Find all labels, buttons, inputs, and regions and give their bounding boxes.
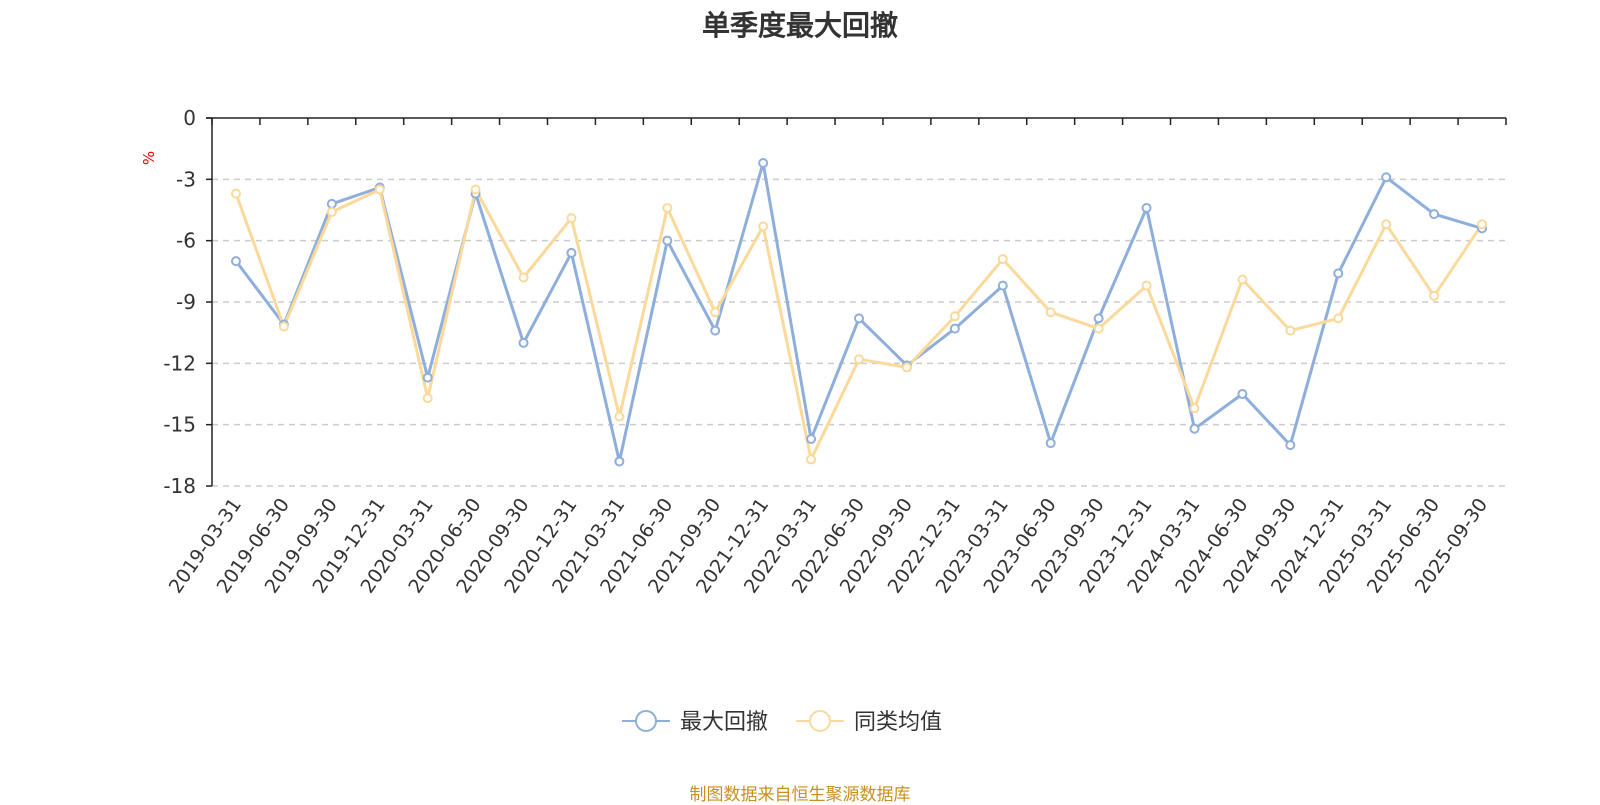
legend[interactable]: 最大回撤 同类均值 [622, 710, 942, 735]
data-point-series-2 [1381, 219, 1392, 230]
y-tick-label: 0 [183, 106, 196, 130]
legend-item-2[interactable]: 同类均值 [796, 710, 942, 735]
data-point-series-2 [518, 272, 529, 283]
data-point-series-1 [230, 256, 241, 267]
data-point-series-1 [1141, 202, 1152, 213]
data-point-series-1 [614, 456, 625, 467]
data-point-series-2 [710, 307, 721, 318]
data-point-series-2 [854, 354, 864, 365]
legend-label: 最大回撤 [680, 710, 768, 735]
data-point-series-1 [422, 372, 433, 383]
data-point-series-2 [1045, 307, 1056, 318]
data-point-series-2 [1429, 290, 1440, 301]
data-point-series-2 [949, 311, 960, 322]
data-point-series-1 [1285, 440, 1296, 451]
data-point-series-2 [662, 202, 673, 213]
data-point-series-1 [566, 247, 577, 258]
y-tick-label: -3 [176, 167, 196, 191]
data-point-series-2 [278, 321, 289, 332]
legend-marker-icon [809, 710, 831, 732]
data-point-series-1 [1093, 313, 1104, 324]
data-point-series-2 [422, 393, 433, 404]
y-tick-label: -15 [163, 413, 196, 437]
data-point-series-1 [662, 235, 673, 246]
data-point-series-2 [806, 454, 817, 465]
legend-marker-icon [635, 710, 657, 732]
data-point-series-2 [997, 254, 1008, 265]
data-point-series-2 [1189, 403, 1200, 414]
data-point-series-1 [997, 280, 1008, 291]
data-point-series-1 [1381, 172, 1392, 183]
data-point-series-2 [1333, 313, 1344, 324]
data-point-series-1 [854, 313, 864, 324]
legend-item-1[interactable]: 最大回撤 [622, 710, 768, 735]
data-point-series-1 [326, 198, 337, 209]
data-point-series-1 [949, 323, 960, 334]
data-point-series-1 [1333, 268, 1344, 279]
data-point-series-1 [1045, 438, 1056, 449]
y-axis-unit: % [140, 151, 158, 165]
data-point-series-2 [1093, 323, 1104, 334]
data-point-series-2 [1477, 219, 1488, 230]
data-point-series-2 [566, 213, 577, 224]
data-point-series-2 [758, 221, 769, 232]
data-point-series-1 [1237, 389, 1248, 399]
data-point-series-2 [901, 362, 912, 373]
y-tick-label: -12 [163, 351, 196, 375]
data-point-series-2 [326, 207, 337, 218]
data-point-series-2 [1237, 274, 1248, 285]
data-point-series-2 [470, 184, 481, 195]
data-point-series-1 [1429, 209, 1440, 220]
data-point-series-2 [374, 184, 385, 195]
data-point-series-2 [1141, 280, 1152, 291]
y-tick-label: -9 [176, 290, 196, 314]
data-point-series-2 [230, 188, 241, 199]
footer-source: 制图数据来自恒生聚源数据库 [689, 785, 911, 805]
legend-label: 同类均值 [854, 710, 942, 735]
data-point-series-1 [806, 433, 817, 444]
series-line-2 [234, 188, 1484, 461]
y-tick-label: -18 [163, 474, 196, 498]
data-point-series-2 [614, 411, 625, 422]
series-line-1 [234, 161, 1483, 463]
data-point-series-2 [1285, 325, 1296, 336]
data-point-series-1 [1189, 423, 1200, 434]
data-point-series-1 [758, 157, 769, 168]
y-tick-label: -6 [176, 229, 196, 253]
chart-title: 单季度最大回撤 [701, 9, 898, 42]
series-lines [230, 157, 1488, 467]
data-point-series-1 [518, 337, 529, 348]
grid-lines [212, 178, 1506, 487]
data-point-series-1 [710, 325, 721, 336]
